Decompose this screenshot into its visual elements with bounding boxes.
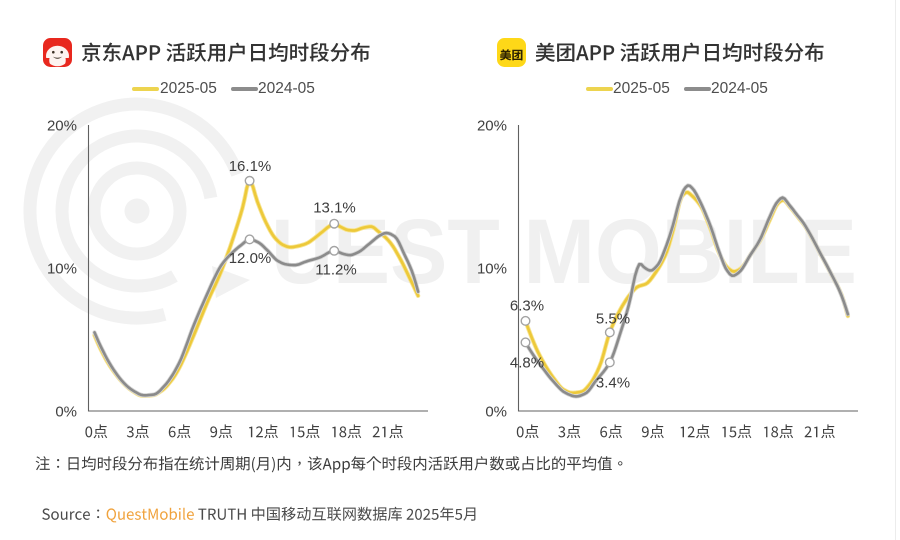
- svg-text:6.3%: 6.3%: [510, 297, 544, 314]
- svg-text:20%: 20%: [47, 117, 77, 134]
- svg-text:20%: 20%: [477, 117, 507, 134]
- svg-text:0%: 0%: [485, 403, 507, 420]
- svg-text:11.2%: 11.2%: [315, 261, 356, 278]
- svg-text:10%: 10%: [477, 260, 507, 277]
- svg-text:13.1%: 13.1%: [313, 199, 356, 216]
- svg-text:5.5%: 5.5%: [596, 310, 630, 327]
- svg-text:12.0%: 12.0%: [229, 250, 272, 267]
- svg-text:10%: 10%: [47, 260, 77, 277]
- svg-text:3.4%: 3.4%: [596, 374, 630, 391]
- svg-text:UEST MOBILE: UEST MOBILE: [271, 201, 857, 303]
- svg-text:0%: 0%: [55, 403, 77, 420]
- svg-text:16.1%: 16.1%: [229, 158, 272, 175]
- svg-text:4.8%: 4.8%: [510, 354, 544, 371]
